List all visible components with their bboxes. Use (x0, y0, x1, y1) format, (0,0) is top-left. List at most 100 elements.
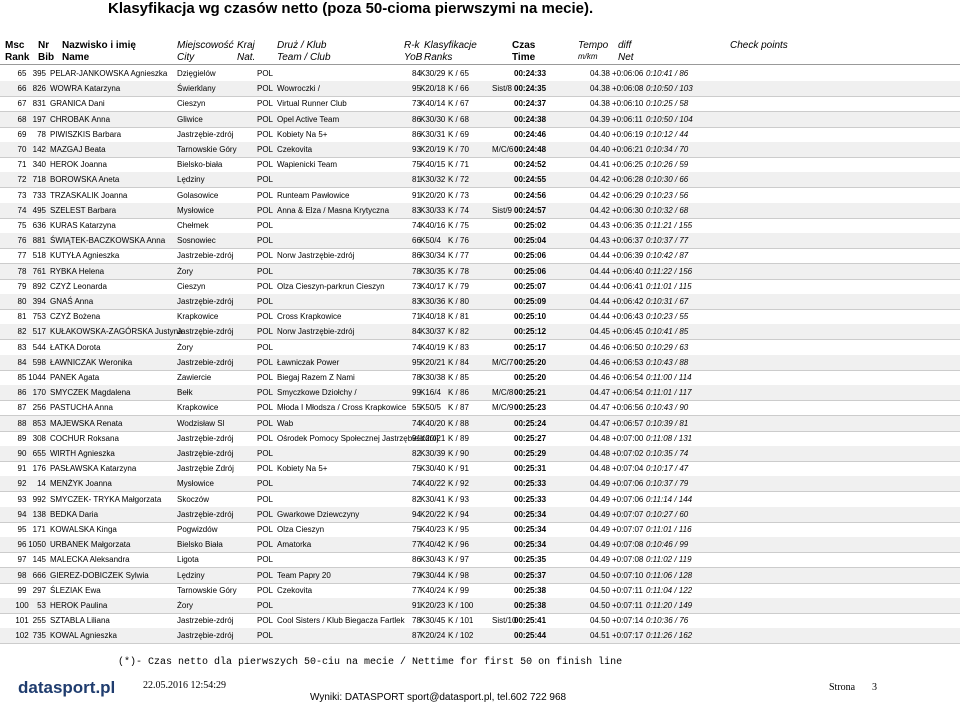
gender-rank: K / 94 (448, 509, 469, 519)
time: 00:25:21 (514, 388, 547, 398)
rank: 93 (17, 494, 27, 504)
name: GNAŚ Anna (50, 297, 94, 306)
nat: POL (257, 266, 274, 276)
city: Lędziny (177, 175, 205, 185)
flag-icon (237, 160, 254, 169)
club: Olza Cieszyn (277, 525, 325, 534)
net: 0:10:27 / 60 (646, 509, 689, 519)
rank: 85 (17, 373, 27, 382)
flag-icon (237, 343, 254, 352)
column-header: diff (618, 40, 632, 51)
rank: 98 (17, 570, 27, 580)
club: Gwarkowe Dziewczyny (277, 509, 360, 519)
flag-icon (237, 327, 254, 336)
diff: +0:06:50 (612, 342, 644, 352)
rank: 91 (17, 464, 27, 474)
gender-rank: K / 68 (448, 114, 469, 124)
flag-icon (237, 175, 254, 184)
rank: 80 (17, 297, 27, 306)
category: K30/39 (420, 449, 446, 458)
yob: 86 (412, 555, 421, 565)
time: 00:25:33 (514, 494, 547, 504)
yob: 86 (412, 129, 421, 139)
gender-rank: K / 82 (448, 327, 469, 337)
diff: +0:06:56 (612, 403, 644, 413)
yob: 74 (412, 479, 421, 489)
gender-rank: K / 85 (448, 373, 469, 382)
result-row: 85 1044 PANEK Agata Zawiercie POL Biegaj Raze… (0, 370, 960, 386)
time: 00:25:07 (514, 281, 547, 291)
name: SMYCZEK Magdalena (50, 388, 131, 398)
name: KOWALSKA Kinga (50, 525, 117, 534)
time: 00:25:02 (514, 221, 547, 230)
pace: 04.41 (589, 160, 610, 170)
rank: 74 (17, 205, 27, 215)
flag-icon (237, 464, 254, 473)
flag-icon (237, 297, 254, 306)
category: K30/29 (420, 69, 446, 78)
bib: 142 (32, 145, 46, 154)
time: 00:25:04 (514, 236, 547, 246)
nat: POL (257, 281, 274, 291)
flag-icon (237, 312, 254, 321)
name: GRANICA Dani (50, 99, 105, 109)
pace: 04.43 (589, 236, 610, 246)
yob: 74 (412, 342, 421, 352)
pace: 04.45 (589, 327, 610, 337)
extra-rank: M/C/9 (492, 403, 514, 413)
category: K40/16 (420, 221, 446, 230)
rank: 69 (17, 129, 27, 139)
bib: 598 (32, 357, 46, 367)
yob: 91 (412, 433, 421, 443)
gender-rank: K / 83 (448, 342, 469, 352)
club: Biegaj Razem Z Nami (277, 373, 355, 382)
name: ŁATKA Dorota (50, 342, 101, 352)
gender-rank: K / 80 (448, 297, 469, 306)
pace: 04.49 (589, 540, 610, 550)
name: TRZASKALIK Joanna (50, 190, 128, 200)
flag-icon (237, 616, 254, 625)
nat: POL (257, 236, 274, 246)
rank: 101 (15, 616, 29, 626)
rank: 77 (17, 251, 27, 261)
nat: POL (257, 114, 274, 124)
bib: 340 (32, 160, 46, 170)
city: Jastrzębie-zdrój (177, 129, 234, 139)
city: Chełmek (177, 221, 209, 230)
category: K30/32 (420, 175, 446, 185)
club: Olza Cieszyn-parkrun Cieszyn (277, 281, 385, 291)
nat: POL (257, 509, 274, 519)
bib: 655 (32, 449, 46, 458)
nat: POL (257, 585, 274, 595)
nat: POL (257, 418, 274, 428)
diff: +0:06:30 (612, 205, 644, 215)
nat: POL (257, 433, 274, 443)
yob: 93 (412, 145, 421, 154)
name: BEDKA Daria (50, 509, 99, 519)
rank: 71 (17, 160, 27, 170)
net: 0:10:29 / 63 (646, 342, 689, 352)
net: 0:11:06 / 128 (646, 570, 693, 580)
city: Jastrzebie-zdrój (177, 616, 234, 626)
bib: 753 (32, 312, 46, 322)
time: 00:25:34 (514, 525, 547, 534)
diff: +0:06:40 (612, 266, 644, 276)
title: Klasyfikacja wg czasów netto (poza 50-ci… (108, 0, 594, 17)
time: 00:25:12 (514, 327, 547, 337)
result-row: 78 761 RYBKA Helena Żory POL 78 K30/35 K / 78 00… (0, 263, 960, 280)
diff: +0:07:04 (612, 464, 644, 474)
flag-icon (237, 525, 254, 534)
name: SZELEST Barbara (50, 205, 117, 215)
bib: 395 (32, 69, 46, 78)
pace: 04.48 (589, 464, 610, 474)
result-row: 74 495 SZELEST Barbara Mysłowice POL Anna & E… (0, 202, 960, 219)
gender-rank: K / 84 (448, 357, 469, 367)
yob: 78 (412, 616, 421, 626)
net: 0:11:01 / 115 (646, 281, 692, 291)
diff: +0:06:28 (612, 175, 644, 185)
yob: 77 (412, 540, 421, 550)
bib: 297 (32, 585, 46, 595)
club: Amatorka (277, 540, 312, 550)
time: 00:24:33 (514, 69, 547, 78)
gender-rank: K / 78 (448, 266, 469, 276)
